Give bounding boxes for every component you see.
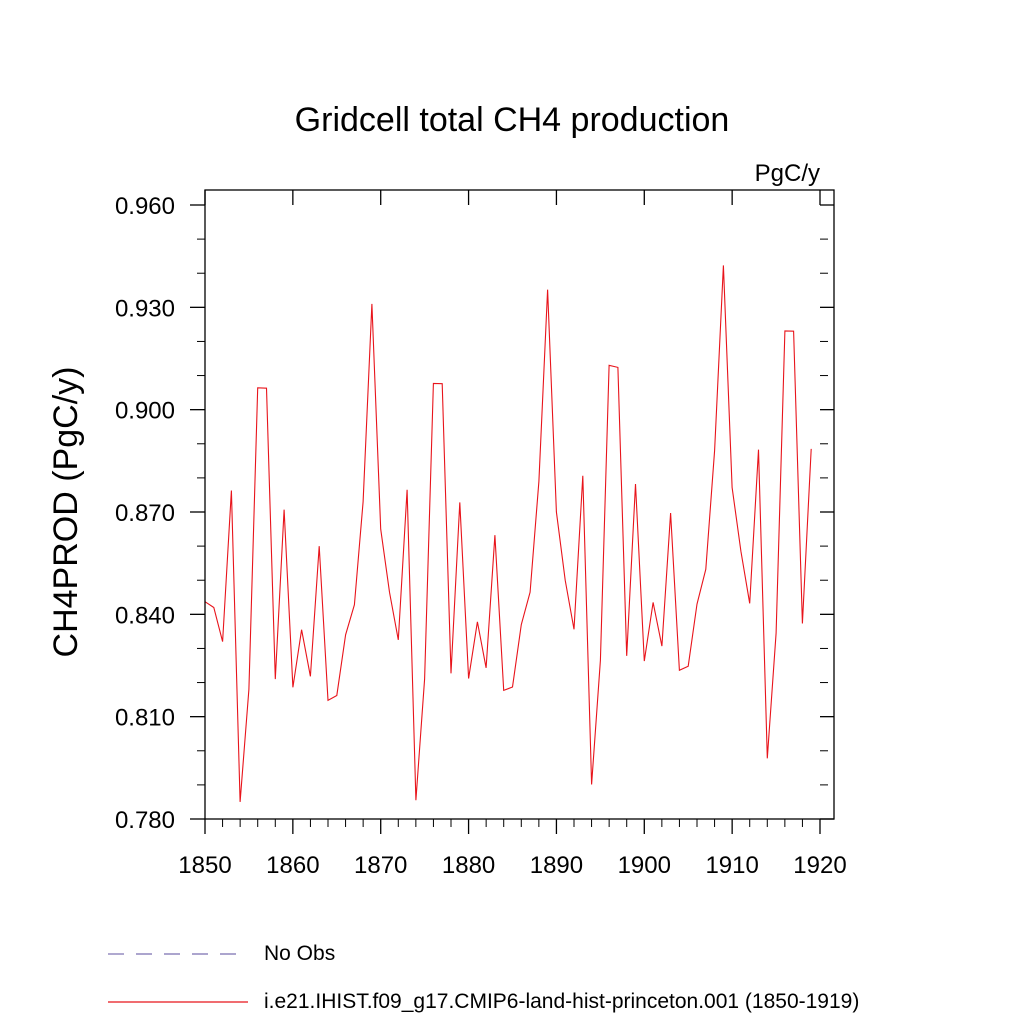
y-tick-label: 0.930 — [115, 295, 175, 322]
x-tick-label: 1860 — [266, 852, 319, 879]
y-tick-labels: 0.780 0.810 0.840 0.870 0.900 0.930 0.960 — [115, 193, 175, 834]
axis-ticks — [190, 190, 834, 834]
x-tick-label: 1900 — [618, 852, 671, 879]
plot-frame — [204, 189, 835, 820]
x-tick-label: 1880 — [442, 852, 495, 879]
y-tick-label: 0.870 — [115, 500, 175, 527]
x-tick-label: 1850 — [178, 852, 231, 879]
x-tick-label: 1870 — [354, 852, 407, 879]
x-tick-label: 1920 — [793, 852, 846, 879]
legend-label-model-run: i.e21.IHIST.f09_g17.CMIP6-land-hist-prin… — [264, 990, 859, 1013]
y-tick-label: 0.960 — [115, 193, 175, 220]
x-tick-label: 1910 — [705, 852, 758, 879]
y-tick-label: 0.840 — [115, 602, 175, 629]
x-tick-label: 1890 — [530, 852, 583, 879]
series-line — [204, 265, 812, 802]
legend: No Obs i.e21.IHIST.f09_g17.CMIP6-land-hi… — [108, 942, 859, 1013]
y-axis-label: CH4PROD (PgC/y) — [47, 367, 85, 658]
y-tick-label: 0.780 — [115, 807, 175, 834]
chart-title: Gridcell total CH4 production — [295, 101, 730, 139]
units-label: PgC/y — [755, 160, 820, 187]
y-tick-label: 0.810 — [115, 705, 175, 732]
legend-label-no-obs: No Obs — [264, 942, 335, 965]
y-tick-label: 0.900 — [115, 398, 175, 425]
series-layer — [204, 265, 812, 802]
x-tick-labels: 1850 1860 1870 1880 1890 1900 1910 1920 — [178, 852, 846, 879]
